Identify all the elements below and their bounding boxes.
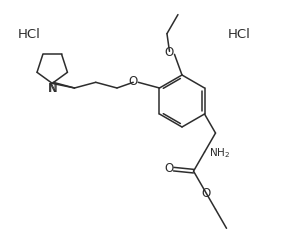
Text: NH$_2$: NH$_2$ (208, 146, 230, 160)
Text: O: O (201, 187, 210, 200)
Text: O: O (165, 46, 174, 59)
Text: O: O (164, 162, 173, 175)
Text: HCl: HCl (18, 27, 41, 41)
Text: O: O (128, 75, 138, 88)
Text: HCl: HCl (228, 27, 251, 41)
Text: N: N (48, 82, 57, 95)
Text: N: N (49, 82, 58, 95)
